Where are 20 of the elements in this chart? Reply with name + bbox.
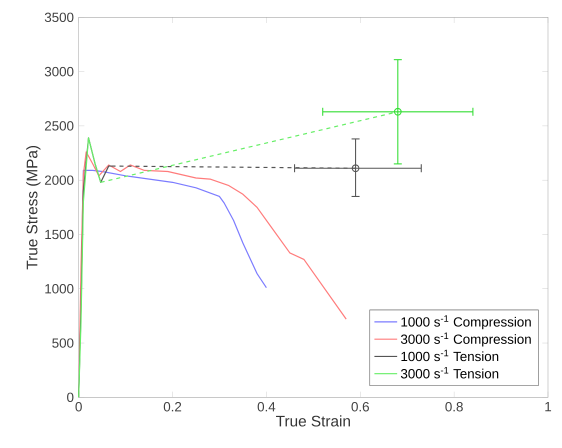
y-tick-label: 2000 [44,175,74,185]
legend-label: 3000 s$^{-1}$ Tension [400,367,498,378]
y-tick-label: 3000 [44,66,74,76]
x-tick-label: 0.8 [445,402,463,412]
y-tick-label: 2500 [44,121,74,131]
y-tick-label: 3500 [44,12,74,22]
y-tick-label: 500 [52,338,74,348]
x-axis-title: True Strain [276,415,350,427]
legend-label: 3000 s$^{-1}$ Compression [400,332,531,347]
x-tick-label: 0.4 [258,402,276,412]
x-tick-label: 0.2 [164,402,182,412]
y-tick-label: 1500 [45,230,74,240]
y-tick-label: 0 [67,392,74,402]
y-tick-label: 1000 [45,284,74,294]
y-axis-title: True Stress (MPa) [26,146,40,270]
legend-label: 1000 s$^{-1}$ Tension [401,350,498,362]
x-tick-label: 1 [545,402,552,412]
x-tick-label: 0 [75,402,82,412]
legend-label: 1000 s$^{-1}$ Compression [401,315,531,330]
x-tick-label: 0.6 [352,402,369,412]
